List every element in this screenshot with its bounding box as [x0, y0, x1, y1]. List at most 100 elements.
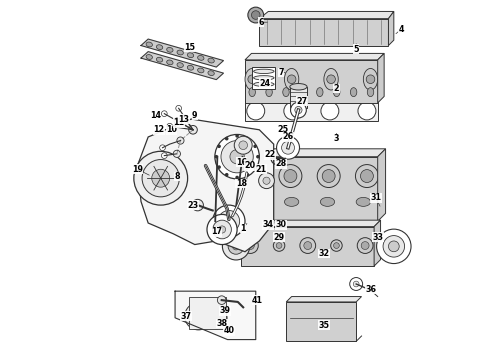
Text: 9: 9: [192, 111, 197, 120]
Circle shape: [350, 278, 363, 291]
Text: 38: 38: [216, 319, 227, 328]
Polygon shape: [141, 39, 223, 67]
Ellipse shape: [187, 66, 194, 70]
Circle shape: [304, 242, 312, 249]
Circle shape: [192, 199, 203, 211]
Polygon shape: [242, 149, 386, 157]
Circle shape: [322, 170, 335, 183]
Circle shape: [259, 173, 274, 189]
Circle shape: [327, 75, 335, 84]
Circle shape: [317, 165, 340, 188]
Text: 19: 19: [132, 165, 143, 174]
Polygon shape: [245, 53, 384, 60]
Circle shape: [377, 229, 411, 264]
Ellipse shape: [187, 53, 194, 58]
Circle shape: [173, 150, 180, 157]
Circle shape: [181, 114, 187, 120]
Ellipse shape: [364, 68, 378, 90]
Ellipse shape: [254, 82, 274, 86]
Polygon shape: [286, 302, 356, 341]
Circle shape: [211, 313, 221, 323]
Circle shape: [331, 240, 342, 251]
Circle shape: [174, 118, 180, 124]
Text: 18: 18: [236, 179, 247, 188]
Ellipse shape: [156, 45, 163, 50]
Text: 35: 35: [318, 321, 329, 330]
Text: 5: 5: [353, 45, 359, 54]
Ellipse shape: [350, 87, 357, 96]
Text: 12: 12: [153, 125, 165, 134]
Text: 8: 8: [174, 172, 180, 181]
Circle shape: [300, 238, 316, 253]
Circle shape: [276, 243, 282, 248]
Ellipse shape: [283, 87, 289, 96]
Polygon shape: [378, 149, 386, 221]
Circle shape: [189, 126, 197, 134]
Text: 39: 39: [220, 306, 231, 315]
Circle shape: [276, 136, 299, 159]
Circle shape: [232, 243, 240, 250]
Ellipse shape: [249, 87, 255, 96]
Circle shape: [234, 136, 252, 154]
Circle shape: [279, 165, 302, 188]
Polygon shape: [175, 291, 256, 339]
Text: 17: 17: [211, 228, 222, 237]
Ellipse shape: [167, 48, 173, 52]
Ellipse shape: [285, 68, 299, 90]
Ellipse shape: [266, 87, 272, 96]
Text: 7: 7: [278, 68, 284, 77]
Ellipse shape: [290, 84, 307, 90]
Circle shape: [218, 211, 240, 232]
Circle shape: [334, 243, 339, 248]
Text: 27: 27: [297, 96, 308, 105]
Text: 15: 15: [184, 43, 195, 52]
Circle shape: [225, 137, 228, 140]
Text: 31: 31: [370, 193, 381, 202]
Circle shape: [243, 238, 258, 253]
Circle shape: [185, 303, 212, 330]
Text: 26: 26: [282, 132, 294, 141]
Polygon shape: [137, 119, 274, 252]
Ellipse shape: [317, 87, 323, 96]
Text: 36: 36: [365, 285, 376, 294]
Text: 37: 37: [180, 312, 191, 321]
Circle shape: [213, 205, 245, 237]
Polygon shape: [242, 220, 381, 226]
Text: 29: 29: [273, 233, 285, 242]
Text: 30: 30: [275, 220, 286, 229]
Circle shape: [284, 170, 297, 183]
Polygon shape: [374, 220, 381, 266]
Circle shape: [282, 141, 294, 154]
Text: 1: 1: [241, 224, 246, 233]
Polygon shape: [259, 12, 394, 19]
Polygon shape: [378, 53, 384, 103]
Ellipse shape: [146, 42, 152, 47]
Text: 20: 20: [245, 161, 256, 170]
Text: 14: 14: [150, 111, 161, 120]
Circle shape: [167, 123, 172, 129]
Text: 32: 32: [318, 249, 329, 258]
Circle shape: [291, 102, 306, 118]
Circle shape: [228, 238, 244, 254]
Ellipse shape: [324, 68, 338, 90]
Circle shape: [389, 241, 399, 252]
Ellipse shape: [156, 57, 163, 62]
Circle shape: [224, 217, 233, 226]
Circle shape: [284, 102, 302, 120]
Circle shape: [253, 144, 257, 148]
Circle shape: [253, 165, 257, 169]
Circle shape: [191, 309, 205, 323]
Circle shape: [295, 107, 302, 114]
Circle shape: [217, 165, 221, 169]
Circle shape: [221, 140, 253, 173]
Ellipse shape: [320, 197, 335, 206]
Circle shape: [321, 102, 339, 120]
Circle shape: [161, 111, 167, 117]
Ellipse shape: [197, 55, 204, 60]
Circle shape: [361, 170, 373, 183]
Text: 33: 33: [372, 233, 383, 242]
Circle shape: [207, 215, 237, 244]
Circle shape: [152, 169, 170, 187]
Text: 16: 16: [236, 158, 247, 167]
Circle shape: [245, 137, 249, 140]
